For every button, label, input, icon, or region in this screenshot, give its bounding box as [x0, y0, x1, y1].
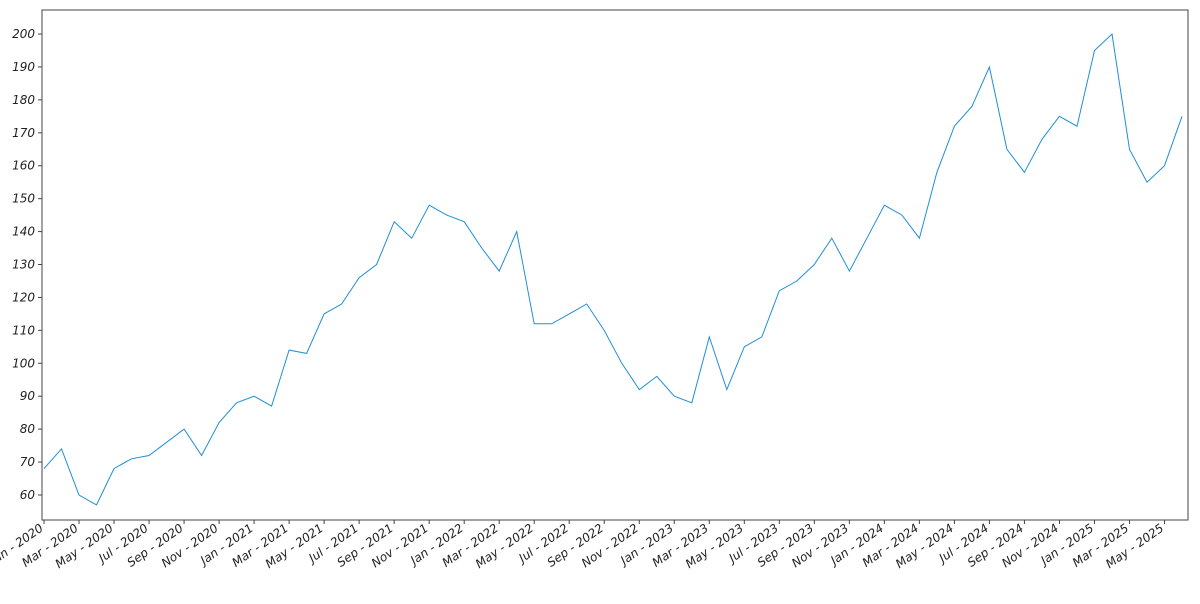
y-tick-label: 170	[12, 126, 35, 140]
plot-frame	[41, 9, 1189, 521]
y-tick-label: 110	[12, 323, 35, 337]
y-tick-label: 190	[12, 60, 35, 74]
y-tick-label: 140	[12, 225, 35, 239]
y-tick-label: 90	[20, 389, 36, 403]
y-tick-label: 100	[12, 356, 35, 370]
y-tick-label: 120	[12, 290, 35, 304]
line-series	[43, 32, 1183, 506]
y-tick-label: 180	[12, 93, 35, 107]
y-tick-label: 200	[12, 27, 35, 41]
y-tick-label: 70	[20, 455, 36, 469]
y-tick-label: 130	[12, 258, 35, 272]
y-tick-label: 60	[20, 488, 36, 502]
y-tick-label: 150	[12, 192, 35, 206]
y-tick-label: 160	[12, 159, 35, 173]
y-tick-label: 80	[20, 422, 36, 436]
